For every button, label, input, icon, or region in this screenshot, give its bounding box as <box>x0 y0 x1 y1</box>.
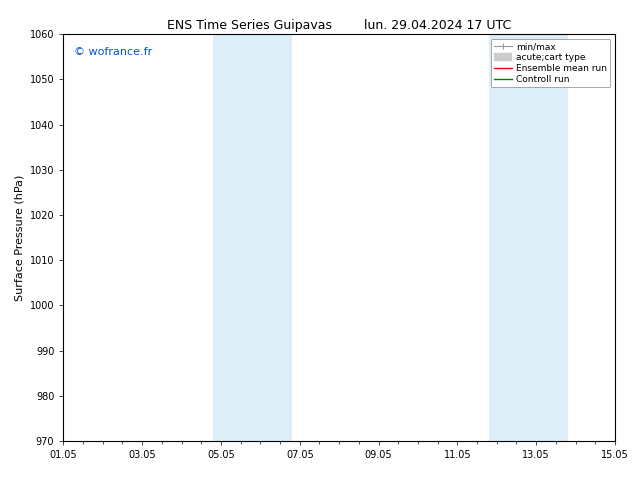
Bar <box>213 34 292 441</box>
Title: ENS Time Series Guipavas        lun. 29.04.2024 17 UTC: ENS Time Series Guipavas lun. 29.04.2024… <box>167 19 511 32</box>
Bar <box>489 34 567 441</box>
Y-axis label: Surface Pressure (hPa): Surface Pressure (hPa) <box>14 174 24 301</box>
Text: © wofrance.fr: © wofrance.fr <box>74 47 153 56</box>
Legend: min/max, acute;cart type, Ensemble mean run, Controll run: min/max, acute;cart type, Ensemble mean … <box>491 39 611 87</box>
